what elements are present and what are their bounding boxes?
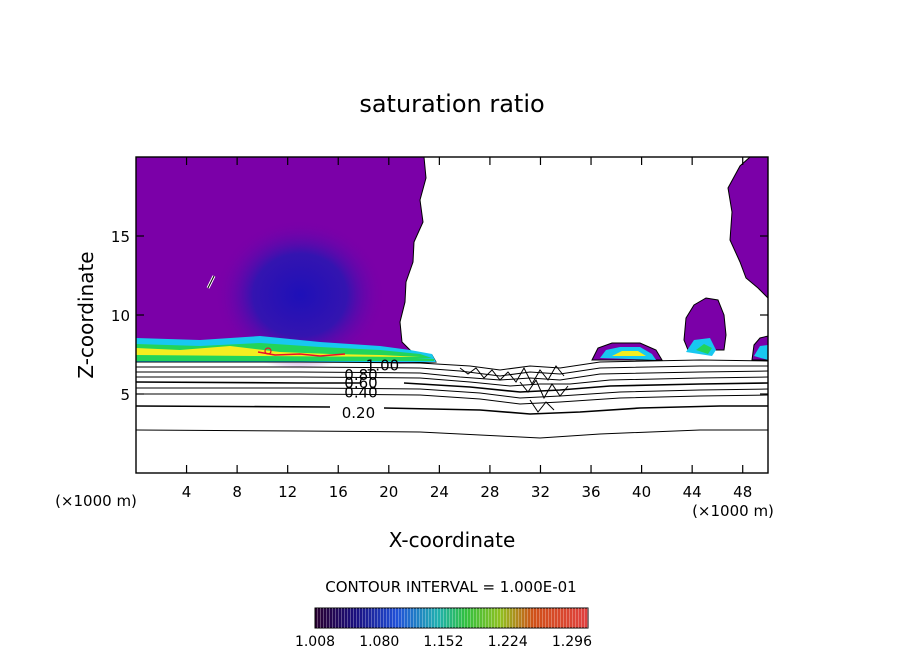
plot-area (136, 157, 768, 439)
contour-label: 0.60 (344, 374, 377, 392)
x-tick-label: 44 (683, 483, 702, 501)
contour-lines (136, 359, 768, 439)
colorbar-label: 1.296 (552, 634, 592, 650)
y-tick-label: 15 (111, 228, 130, 246)
chart-title: saturation ratio (359, 90, 544, 118)
contour-labels: 1.000.800.600.40 0.20 (342, 357, 399, 422)
x-tick-label: 24 (430, 483, 449, 501)
cloud-band-right (591, 338, 768, 361)
colorbar-label: 1.224 (488, 634, 528, 650)
contour-label: 1.00 (366, 357, 399, 375)
x-axis-unit-right: (×1000 m) (692, 502, 774, 520)
x-tick-label: 12 (278, 483, 297, 501)
contour-label: 0.40 (344, 383, 377, 401)
colorbar-label: 1.008 (295, 634, 335, 650)
y-axis-ticks: 5 10 15 (111, 228, 768, 404)
contour-label: 0.20 (342, 404, 375, 422)
colorbar-label: 1.152 (423, 634, 463, 650)
x-tick-label: 16 (329, 483, 348, 501)
x-tick-label: 20 (379, 483, 398, 501)
supersaturated-region-right-top (727, 157, 768, 299)
colorbar: 1.008 1.080 1.152 1.224 1.296 (295, 607, 592, 650)
x-tick-label: 32 (531, 483, 550, 501)
x-axis-unit-left: (×1000 m) (55, 492, 137, 510)
blue-core (215, 220, 385, 370)
y-tick-label: 5 (120, 386, 130, 404)
y-axis-label: Z-coordinate (74, 251, 98, 378)
x-tick-label: 8 (232, 483, 242, 501)
cloud-band-left (136, 336, 436, 362)
colorbar-label: 1.080 (359, 634, 399, 650)
x-tick-label: 48 (733, 483, 752, 501)
x-tick-label: 4 (182, 483, 192, 501)
y-tick-label: 10 (111, 307, 130, 325)
x-tick-label: 36 (581, 483, 600, 501)
contour-label: 0.80 (344, 366, 377, 384)
x-tick-label: 28 (480, 483, 499, 501)
x-axis-ticks: 4 8 12 16 20 24 28 32 36 40 44 48 (182, 157, 752, 501)
x-tick-label: 40 (632, 483, 651, 501)
colorbar-labels: 1.008 1.080 1.152 1.224 1.296 (295, 634, 592, 650)
x-axis-label: X-coordinate (389, 528, 516, 552)
contour-interval-text: CONTOUR INTERVAL = 1.000E-01 (325, 578, 576, 596)
